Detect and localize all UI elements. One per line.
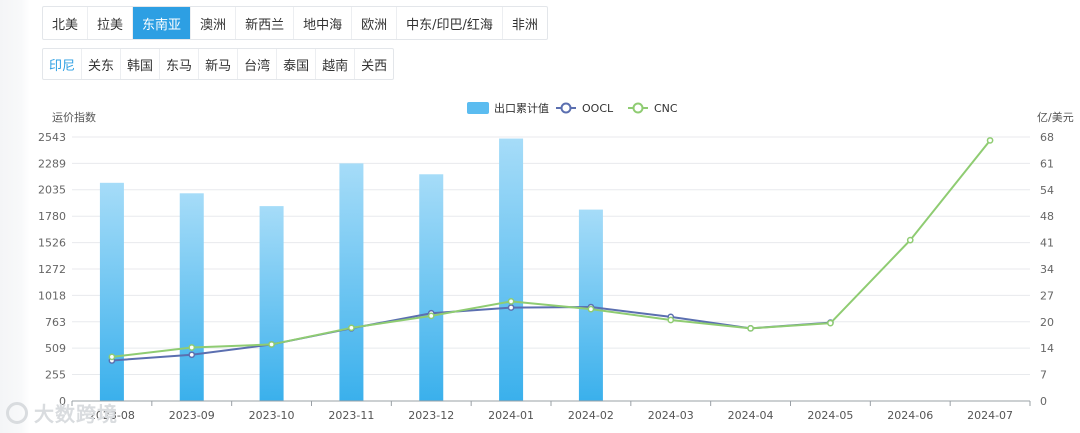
y-tick-label: 2035 (38, 184, 66, 197)
x-tick-label: 2023-08 (89, 409, 135, 422)
y-tick-label: 2289 (38, 157, 66, 170)
legend-label: 出口累计值 (494, 101, 549, 115)
y2-tick-label: 27 (1040, 289, 1054, 302)
y-tick-label: 763 (45, 316, 66, 329)
x-tick-label: 2024-03 (648, 409, 694, 422)
y2-tick-label: 48 (1040, 210, 1054, 223)
x-tick-label: 2024-01 (488, 409, 534, 422)
tab-country-east-malaysia[interactable]: 东马 (160, 49, 200, 79)
series-point-oocl (507, 304, 515, 311)
series-point-cnc (348, 324, 355, 332)
region-tab-bar: 北美 拉美 东南亚 澳洲 新西兰 地中海 欧洲 中东/印巴/红海 非洲 (42, 6, 548, 40)
y2-tick-label: 54 (1040, 184, 1054, 197)
x-tick-label: 2024-07 (967, 409, 1013, 422)
axes: 0 255 509 763 1018 1272 1526 1780 2035 2289 2543 0 7… (38, 110, 1074, 422)
tab-country-vietnam[interactable]: 越南 (316, 49, 356, 79)
y2-tick-label: 14 (1040, 342, 1054, 355)
series-line-oocl (111, 306, 831, 362)
y2-tick-label: 0 (1040, 395, 1047, 408)
series-point-cnc (268, 341, 275, 348)
legend[interactable]: 出口累计值 OOCL CNC (467, 101, 678, 115)
watermark-text: 大数跨境 (34, 402, 118, 426)
y-tick-label: 1526 (38, 237, 66, 250)
tab-region-new-zealand[interactable]: 新西兰 (236, 7, 295, 39)
tab-country-kanto[interactable]: 关东 (82, 49, 122, 79)
x-tick-label: 2024-06 (887, 409, 933, 422)
tab-country-taiwan[interactable]: 台湾 (238, 49, 278, 79)
y-tick-label: 1272 (38, 263, 66, 276)
grid-lines (72, 136, 1030, 376)
chart: 0 255 509 763 1018 1272 1526 1780 2035 2289 2543 0 7… (38, 101, 1074, 422)
legend-swatch-bar (467, 102, 489, 114)
y-tick-label: 509 (45, 342, 66, 355)
x-tick-label: 2024-05 (807, 409, 853, 422)
bar-export-cumulative (259, 206, 284, 401)
legend-label: OOCL (582, 102, 614, 115)
y2-tick-label: 68 (1040, 131, 1054, 144)
watermark: 大数跨境 (6, 398, 118, 427)
x-tick-label: 2024-04 (728, 409, 774, 422)
tab-country-kansai[interactable]: 关西 (361, 58, 388, 74)
legend-swatch-marker (560, 102, 572, 114)
legend-swatch-marker (632, 102, 644, 114)
y-tick-label: 1018 (38, 289, 66, 302)
y-axis-title: 运价指数 (52, 110, 96, 124)
tab-country-singapore-malaysia[interactable]: 新马 (199, 49, 239, 79)
bar-series (99, 138, 603, 401)
y-tick-label: 2543 (38, 131, 66, 144)
x-tick-label: 2024-02 (568, 409, 614, 422)
bar-export-cumulative (99, 182, 124, 401)
country-tab-bar: 印尼 关东 韩国 东马 新马 台湾 泰国 越南 关西 (42, 48, 395, 80)
watermark-logo-icon (6, 401, 28, 424)
series-point-cnc (827, 319, 834, 327)
tab-region-africa[interactable]: 非洲 (511, 17, 538, 33)
y2-tick-label: 34 (1040, 263, 1054, 276)
tab-region-latin-america[interactable]: 拉美 (88, 7, 134, 39)
series-line-cnc (111, 139, 991, 358)
series-point-cnc (507, 297, 515, 305)
series-point-cnc (108, 353, 116, 361)
series-point-cnc (188, 344, 196, 351)
y-tick-label: 1780 (38, 210, 66, 223)
series-point-cnc (587, 305, 595, 313)
tab-region-north-america[interactable]: 北美 (43, 7, 89, 39)
y2-tick-label: 61 (1040, 157, 1054, 170)
x-tick-label: 2023-10 (249, 409, 295, 422)
bar-export-cumulative (339, 163, 364, 401)
tab-region-mediterranean[interactable]: 地中海 (294, 7, 353, 39)
tab-country-thailand[interactable]: 泰国 (277, 49, 317, 79)
y2-axis-title: 亿/美元 (1037, 111, 1074, 124)
x-tick-label: 2023-12 (408, 409, 454, 422)
bar-export-cumulative (499, 138, 524, 401)
series-point-cnc (906, 236, 914, 244)
series-point-cnc (747, 324, 754, 332)
left-background-strip (0, 0, 30, 433)
tab-region-australia[interactable]: 澳洲 (191, 7, 237, 39)
bar-export-cumulative (179, 193, 204, 401)
y-tick-label: 0 (59, 395, 66, 408)
y2-tick-label: 41 (1040, 237, 1054, 250)
bar-export-cumulative (419, 174, 444, 401)
x-tick-label: 2023-11 (328, 409, 374, 422)
y2-tick-label: 20 (1040, 316, 1054, 329)
x-tick-label: 2023-09 (169, 409, 215, 422)
tab-country-korea[interactable]: 韩国 (121, 49, 161, 79)
series-point-cnc (986, 137, 994, 144)
y-tick-label: 255 (45, 369, 66, 382)
tab-country-indonesia[interactable]: 印尼 (43, 49, 83, 79)
y2-tick-label: 7 (1040, 369, 1047, 382)
line-series (108, 137, 994, 364)
series-point-cnc (667, 316, 675, 324)
tab-region-southeast-asia[interactable]: 东南亚 (133, 7, 192, 39)
tab-region-europe[interactable]: 欧洲 (352, 7, 398, 39)
series-point-oocl (188, 351, 196, 359)
tab-region-middle-east[interactable]: 中东/印巴/红海 (397, 7, 503, 39)
series-point-cnc (427, 312, 435, 320)
legend-label: CNC (654, 102, 678, 115)
